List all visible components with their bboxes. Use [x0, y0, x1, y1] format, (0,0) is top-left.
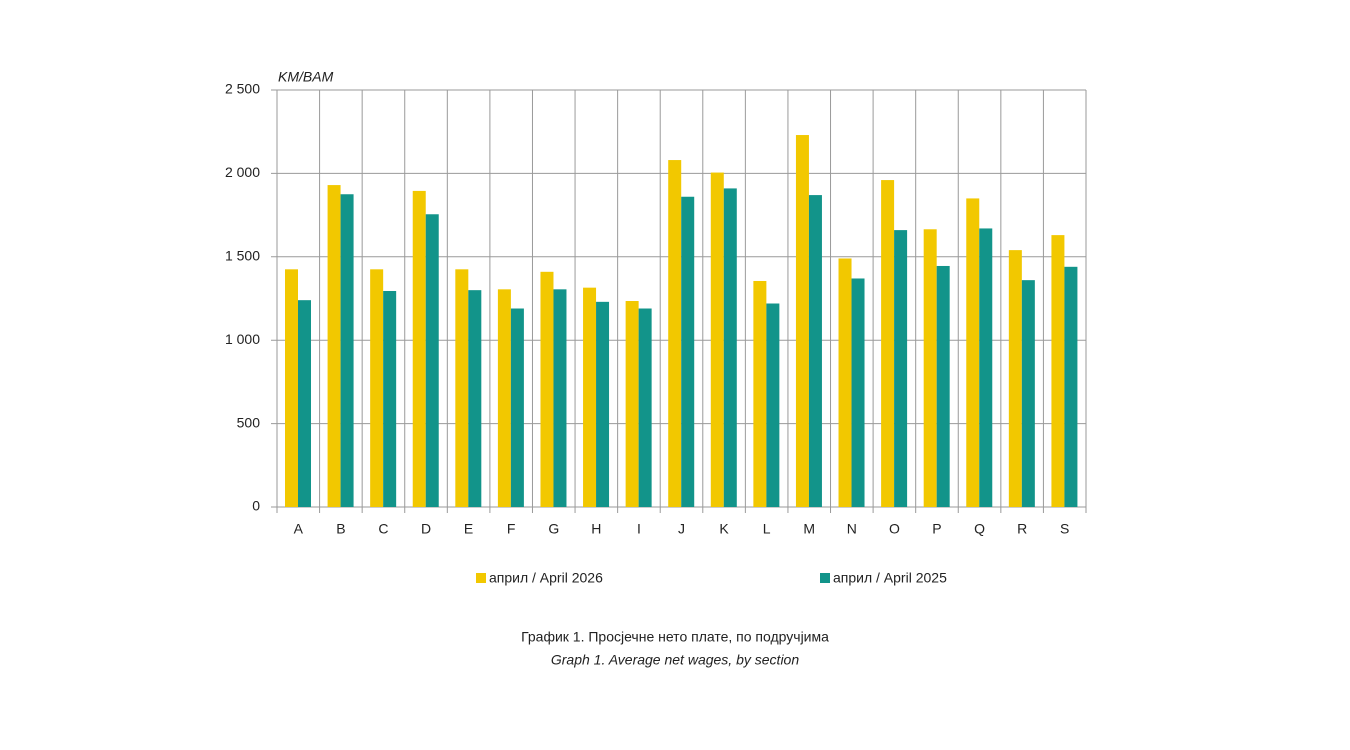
bar	[838, 258, 852, 507]
bar	[753, 280, 767, 507]
legend-swatch	[820, 573, 830, 583]
bar	[795, 135, 809, 507]
x-tick-label: F	[507, 521, 516, 537]
bar	[340, 194, 354, 507]
bar	[1064, 266, 1078, 507]
y-tick-label: 0	[252, 498, 260, 514]
x-tick-label: D	[421, 521, 431, 537]
bar	[710, 172, 724, 508]
bar	[425, 214, 439, 508]
x-tick-label: O	[889, 521, 900, 537]
bar	[553, 289, 567, 507]
bar	[808, 195, 822, 508]
bar	[327, 185, 341, 508]
bar	[596, 301, 610, 507]
bar	[455, 269, 469, 507]
bar	[638, 308, 652, 507]
x-tick-label: J	[678, 521, 685, 537]
bar	[497, 289, 511, 507]
y-tick-label: 2 000	[225, 164, 260, 180]
x-tick-label: K	[719, 521, 729, 537]
x-tick-label: L	[763, 521, 771, 537]
bar	[1021, 280, 1035, 507]
y-tick-label: 500	[237, 414, 261, 430]
x-tick-label: H	[591, 521, 601, 537]
bar	[966, 198, 980, 508]
bar	[766, 303, 780, 507]
x-tick-label: P	[932, 521, 941, 537]
bar	[540, 271, 554, 507]
legend-label: април / April 2026	[489, 570, 603, 586]
y-axis-label: KM/BAM	[278, 69, 334, 85]
caption: График 1. Просјечне нето плате, по подру…	[521, 629, 829, 645]
legend-label: април / April 2025	[833, 570, 947, 586]
legend-swatch	[476, 573, 486, 583]
bar	[681, 196, 695, 507]
bar	[370, 269, 384, 507]
bar	[468, 290, 482, 507]
bar	[881, 180, 895, 507]
bar	[851, 278, 865, 507]
bar	[510, 308, 524, 507]
x-tick-label: E	[464, 521, 473, 537]
bar	[936, 265, 950, 507]
bar	[923, 229, 937, 507]
bar	[1008, 250, 1022, 508]
y-tick-label: 1 000	[225, 331, 260, 347]
bar	[383, 290, 397, 507]
x-tick-label: I	[637, 521, 641, 537]
bar	[894, 230, 908, 507]
bar	[298, 300, 311, 507]
x-tick-label: B	[336, 521, 345, 537]
bar	[583, 287, 597, 507]
x-tick-label: Q	[974, 521, 985, 537]
x-tick-label: G	[548, 521, 559, 537]
bar	[1051, 235, 1065, 507]
bar	[723, 188, 737, 508]
x-tick-label: A	[294, 521, 304, 537]
x-tick-label: M	[803, 521, 815, 537]
x-tick-label: S	[1060, 521, 1069, 537]
x-tick-label: R	[1017, 521, 1027, 537]
x-tick-label: C	[378, 521, 388, 537]
y-tick-label: 1 500	[225, 248, 260, 264]
x-tick-label: N	[847, 521, 857, 537]
bar	[668, 160, 682, 507]
bar	[412, 190, 426, 507]
bar	[979, 228, 993, 507]
bar	[625, 301, 639, 507]
bar	[285, 269, 298, 507]
caption-en: Graph 1. Average net wages, by section	[551, 652, 799, 668]
y-tick-label: 2 500	[225, 81, 260, 97]
